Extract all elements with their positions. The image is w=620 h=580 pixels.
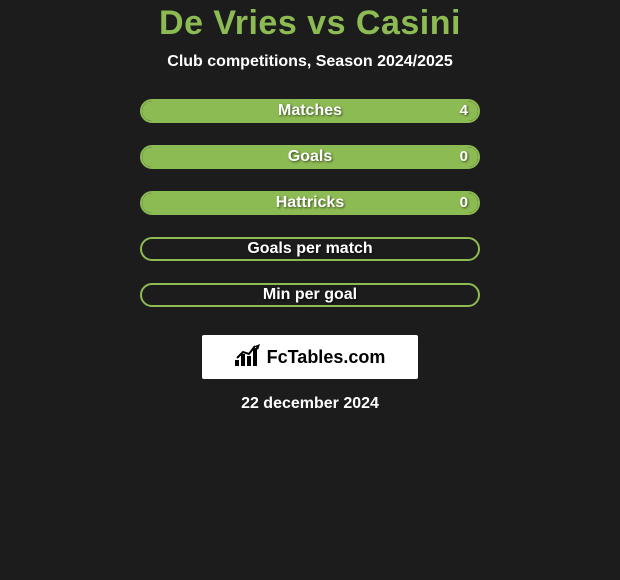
- brand-text: FcTables.com: [267, 347, 386, 368]
- page-title: De Vries vs Casini: [159, 4, 461, 43]
- brand-icon: [235, 344, 261, 371]
- stat-value: 0: [460, 193, 468, 213]
- stat-bar: Goals0: [140, 145, 480, 169]
- stat-bar: Min per goal: [140, 283, 480, 307]
- stat-bar: Matches4: [140, 99, 480, 123]
- stat-label: Min per goal: [142, 285, 478, 305]
- stat-label: Matches: [142, 101, 478, 121]
- date-text: 22 december 2024: [241, 395, 379, 413]
- stat-label: Goals: [142, 147, 478, 167]
- stat-value: 4: [460, 101, 468, 121]
- stat-row: Goals per match: [140, 237, 480, 261]
- stat-row: Min per goal: [140, 283, 480, 307]
- comparison-infographic: De Vries vs Casini Club competitions, Se…: [0, 0, 620, 413]
- stat-row: Matches4: [140, 99, 480, 123]
- brand-badge: FcTables.com: [202, 335, 418, 379]
- stat-row: Goals0: [140, 145, 480, 169]
- stat-label: Goals per match: [142, 239, 478, 259]
- stat-row: Hattricks0: [140, 191, 480, 215]
- stat-value: 0: [460, 147, 468, 167]
- stat-bar: Hattricks0: [140, 191, 480, 215]
- stats-list: Matches4Goals0Hattricks0Goals per matchM…: [140, 99, 480, 329]
- stat-label: Hattricks: [142, 193, 478, 213]
- stat-bar: Goals per match: [140, 237, 480, 261]
- subtitle: Club competitions, Season 2024/2025: [167, 53, 452, 71]
